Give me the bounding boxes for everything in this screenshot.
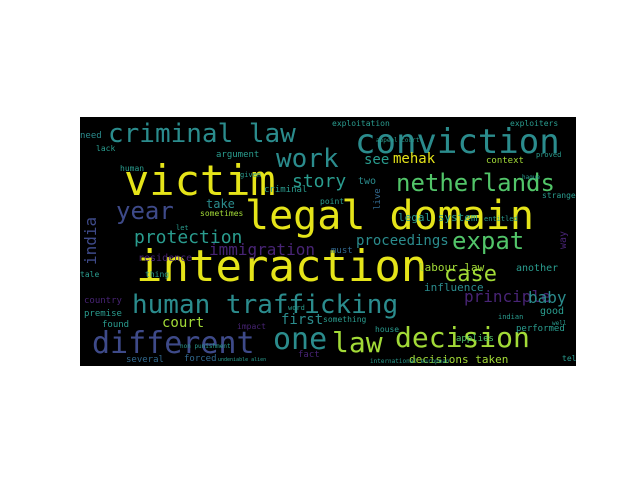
word-given: given <box>240 171 261 179</box>
word-protection: protection <box>134 227 242 248</box>
word-applies: applies <box>456 334 494 344</box>
word-appeal-court: appeal court <box>376 137 420 144</box>
word-human: human <box>120 164 144 173</box>
word-law: law <box>332 326 383 359</box>
word-international-european: international european <box>370 358 450 365</box>
word-two: two <box>358 176 376 187</box>
word-sometimes: sometimes <box>200 209 244 218</box>
word-work: work <box>276 144 339 174</box>
word-proved: proved <box>536 151 561 159</box>
word-found: found <box>102 320 129 330</box>
word-another: another <box>516 263 558 274</box>
word-fact: fact <box>298 350 320 360</box>
word-one: one <box>273 322 327 357</box>
word-interaction: interaction <box>136 241 427 292</box>
word-argument: argument <box>216 150 259 160</box>
word-exploitation: exploitation <box>332 119 390 128</box>
word-well: well <box>552 320 567 327</box>
word-must: must <box>331 246 353 256</box>
word-premise: premise <box>84 309 122 319</box>
word-tale: tale <box>80 270 99 279</box>
word-performed: performed <box>516 324 565 334</box>
word-see: see <box>364 152 389 168</box>
word-legal-domain: legal domain <box>245 193 534 239</box>
word-live: live <box>373 188 383 210</box>
word-labour-law: labour law <box>418 261 485 274</box>
word-cloud-canvas: interaction legal domain victim conviction h… <box>80 117 576 366</box>
word-court: court <box>162 315 204 331</box>
word-decision: decision <box>395 321 530 354</box>
word-take: take <box>206 197 235 211</box>
word-undeniable-alien: undeniable alien <box>218 357 266 363</box>
word-first: first <box>281 312 323 328</box>
word-house: house <box>375 325 399 334</box>
word-need: need <box>80 131 102 141</box>
word-hague: hague <box>522 174 540 181</box>
word-context: context <box>486 156 524 166</box>
word-different: different <box>92 326 255 361</box>
word-proceedings: proceedings <box>356 233 449 249</box>
word-principle: principle <box>464 287 551 306</box>
word-indian: indian <box>498 313 523 321</box>
word-point: point <box>320 197 344 206</box>
word-story: story <box>292 171 346 192</box>
word-india: india <box>81 217 100 265</box>
word-non-punishment: non punishment <box>180 343 231 350</box>
word-impact: impact <box>237 322 266 331</box>
word-tell: tell <box>562 354 576 363</box>
word-human-trafficking: human trafficking <box>132 290 398 320</box>
word-criminal: criminal <box>264 185 307 195</box>
word-country: country <box>84 296 123 306</box>
word-residence: residence <box>138 253 192 264</box>
word-mehak: mehak <box>393 151 436 167</box>
word-word: word <box>288 304 305 312</box>
word-case: case <box>444 262 497 287</box>
word-good: good <box>540 306 564 317</box>
word-immigration: immigration <box>209 240 315 259</box>
word-several: several <box>126 355 164 365</box>
word-entitled: entitled <box>484 215 518 223</box>
word-let: let <box>176 224 189 232</box>
word-criminal-law: criminal law <box>108 119 296 149</box>
word-baby: baby <box>528 288 567 307</box>
word-thing: thing <box>145 270 169 279</box>
word-decisions-taken: decisions taken <box>409 353 508 366</box>
word-netherlands: netherlands <box>396 169 555 197</box>
word-something: something <box>323 315 367 324</box>
word-lack: lack <box>96 144 115 153</box>
word-year: year <box>116 197 174 225</box>
word-strange: strange <box>542 191 576 200</box>
word-influence: influence <box>424 281 484 294</box>
word-way: way <box>558 231 569 249</box>
word-conviction: conviction <box>355 122 560 162</box>
word-expat: expat <box>452 227 524 255</box>
word-victim: victim <box>124 156 276 205</box>
word-exploiters: exploiters <box>510 119 558 128</box>
word-legal-system: legal system <box>398 211 478 224</box>
word-forced: forced <box>184 354 217 364</box>
